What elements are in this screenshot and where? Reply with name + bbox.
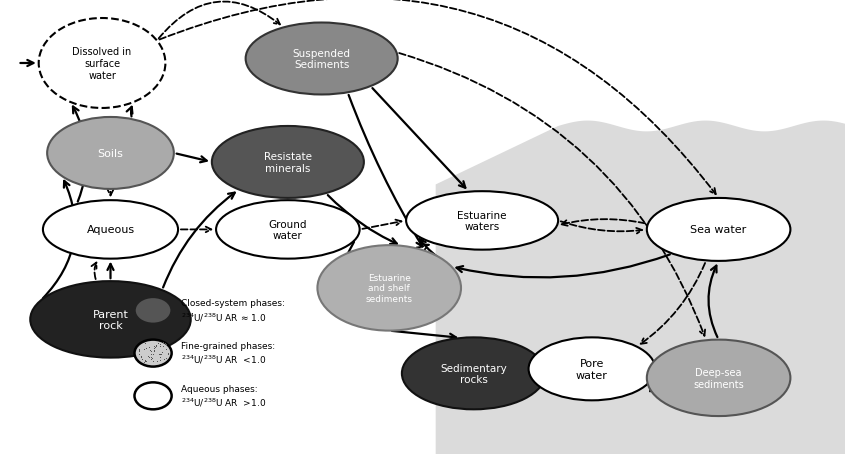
Ellipse shape: [647, 198, 790, 261]
Text: Estuarine
waters: Estuarine waters: [458, 210, 507, 232]
Ellipse shape: [317, 246, 461, 331]
Text: Pore
water: Pore water: [576, 358, 608, 380]
Ellipse shape: [402, 338, 546, 410]
Text: Aqueous: Aqueous: [86, 225, 135, 235]
Ellipse shape: [406, 192, 558, 250]
Text: Sedimentary
rocks: Sedimentary rocks: [440, 363, 507, 384]
Text: Closed-system phases:
$^{234}$U/$^{238}$U AR ≈ 1.0: Closed-system phases: $^{234}$U/$^{238}$…: [181, 298, 285, 323]
Ellipse shape: [135, 340, 172, 367]
Ellipse shape: [216, 201, 360, 259]
Text: Parent
rock: Parent rock: [92, 309, 129, 330]
Ellipse shape: [135, 297, 172, 324]
Text: Aqueous phases:
$^{234}$U/$^{238}$U AR  >1.0: Aqueous phases: $^{234}$U/$^{238}$U AR >…: [181, 384, 266, 408]
Ellipse shape: [135, 383, 172, 410]
Ellipse shape: [47, 118, 173, 190]
Ellipse shape: [43, 201, 178, 259]
Text: Suspended
Sediments: Suspended Sediments: [293, 49, 350, 70]
Text: Deep-sea
sediments: Deep-sea sediments: [693, 367, 744, 389]
Ellipse shape: [245, 24, 398, 95]
Text: Fine-grained phases:
$^{234}$U/$^{238}$U AR  <1.0: Fine-grained phases: $^{234}$U/$^{238}$U…: [181, 341, 275, 365]
Ellipse shape: [647, 340, 790, 416]
Ellipse shape: [212, 126, 364, 198]
PathPatch shape: [436, 121, 845, 454]
Ellipse shape: [529, 338, 656, 400]
Text: Resistate
minerals: Resistate minerals: [264, 152, 312, 173]
Ellipse shape: [39, 19, 166, 109]
Text: Ground
water: Ground water: [269, 219, 307, 241]
Text: Dissolved in
surface
water: Dissolved in surface water: [73, 47, 132, 81]
Text: Soils: Soils: [97, 149, 124, 159]
Text: Sea water: Sea water: [690, 225, 747, 235]
Text: Estuarine
and shelf
sediments: Estuarine and shelf sediments: [365, 273, 413, 303]
Ellipse shape: [30, 282, 190, 358]
